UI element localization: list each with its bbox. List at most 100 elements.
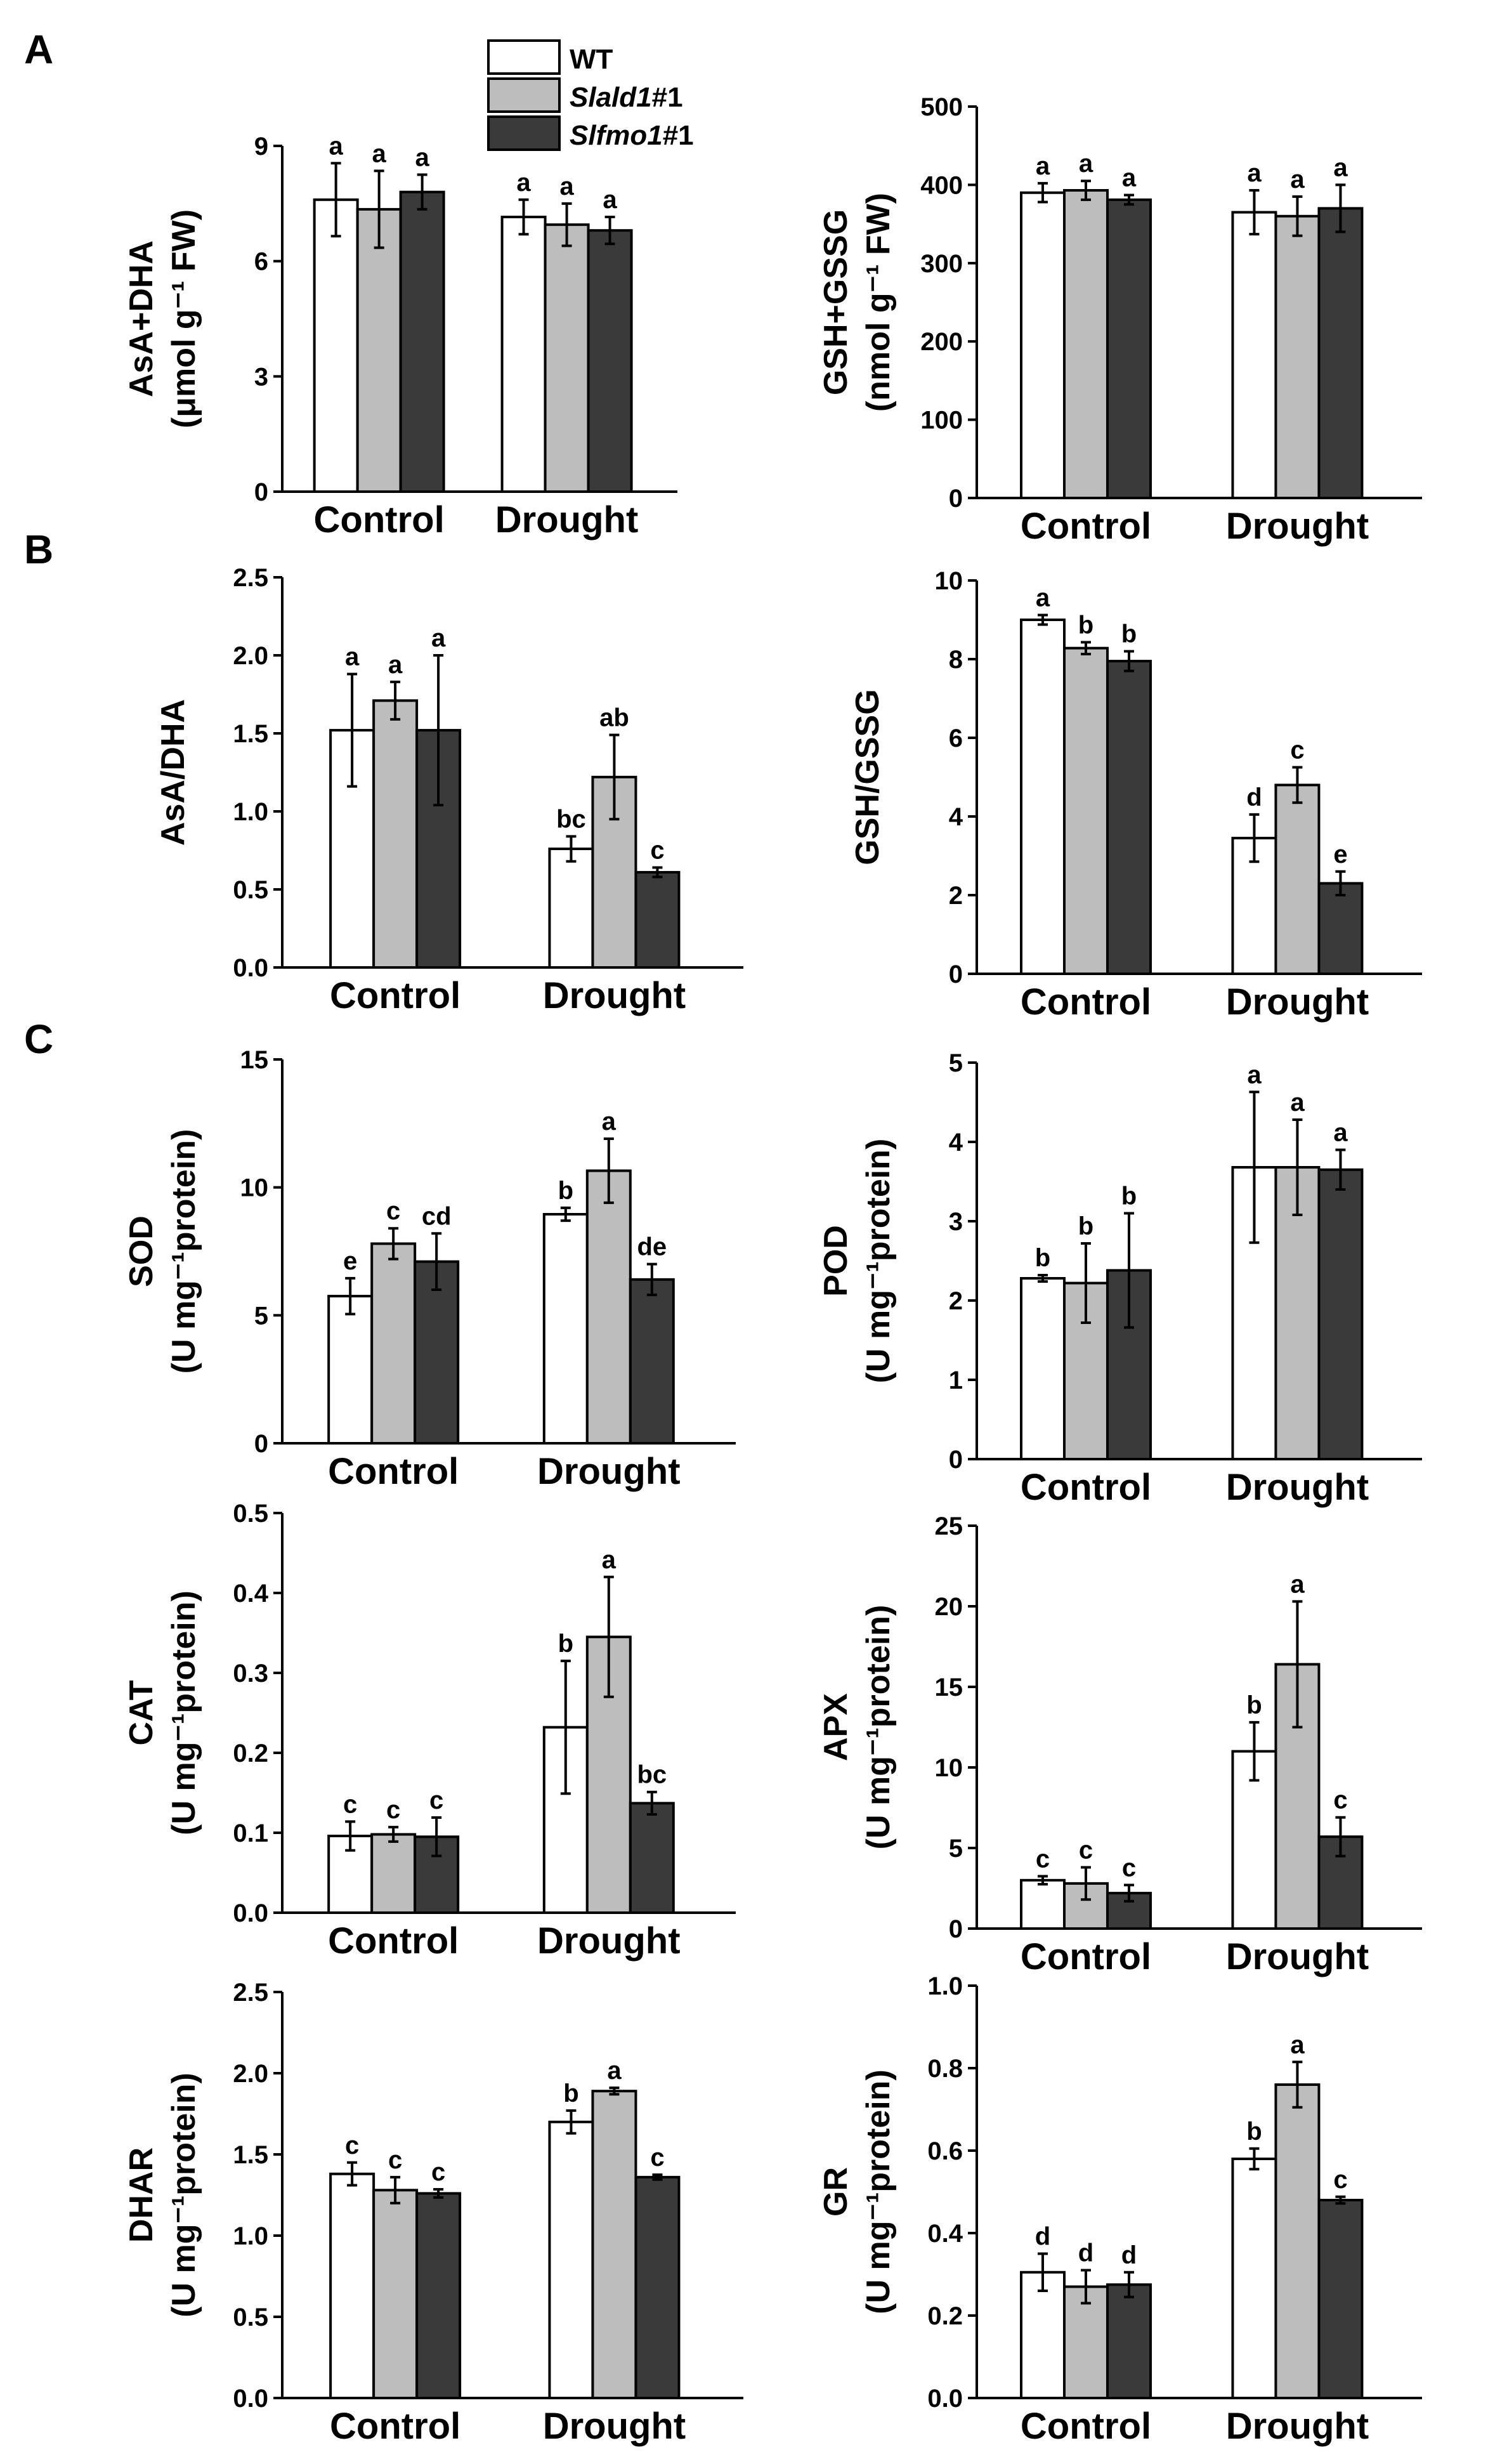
y-axis-unit-gsh_gssg_total: (nmol g⁻¹ FW) [860,193,897,412]
sig-letter-dhar-wt-drought: b [563,2080,578,2107]
x-category-label-gsh_gssg_total-control: Control [1021,506,1151,547]
chart-gsh_gssg_total: a a a Control a a a Drought 0 100 200 300 400 500 GSH+… [818,93,1422,547]
sig-letter-sod-slfmo1-control: cd [422,1202,452,1230]
y-tick-label-dhar-1: 0.5 [233,2303,268,2331]
bar-asa_dha_total-wt-drought [500,216,547,493]
y-tick-label-pod-3: 3 [949,1208,963,1236]
sig-letter-gsh_gssg_ratio-wt-control: a [1036,584,1050,612]
y-tick-label-asa_dha_total-3: 9 [254,133,268,161]
sig-letter-apx-wt-control: c [1036,1845,1050,1873]
chart-sod: e c cd Control b a de Drought 0 5 10 15 SOD (U mg⁻¹pr… [123,1046,736,1492]
error-bar-cat-slfmo1-control [431,1816,442,1858]
sig-letter-cat-slald1-drought: a [602,1546,617,1574]
y-tick-label-apx-3: 15 [935,1674,963,1701]
sig-letter-asa_dha_ratio-slald1-drought: ab [599,704,629,731]
sig-letter-gsh_gssg_ratio-slfmo1-drought: e [1333,841,1347,868]
sig-letter-asa_dha_ratio-slfmo1-control: a [431,624,446,652]
y-tick-label-gsh_gssg_total-3: 300 [920,250,963,278]
sig-letter-cat-slfmo1-drought: bc [637,1761,667,1789]
y-axis-unit-gr: (U mg⁻¹protein) [860,2069,897,2314]
sig-letter-gr-slald1-control: d [1078,2239,1093,2267]
bar-gr-slfmo1-drought [1317,2199,1364,2399]
error-bar-gsh_gssg_ratio-wt-control [1037,613,1048,626]
y-tick-label-asa_dha_ratio-1: 0.5 [233,876,268,904]
y-axis-unit-cat: (U mg⁻¹protein) [166,1590,202,1835]
sig-letter-sod-slald1-drought: a [602,1108,617,1136]
error-bar-asa_dha_ratio-slfmo1-control [433,654,444,807]
sig-letter-pod-slfmo1-control: b [1121,1183,1137,1210]
bar-gsh_gssg_ratio-wt-control [1019,619,1066,975]
sig-letter-apx-slald1-control: c [1079,1836,1093,1864]
y-tick-label-asa_dha_total-1: 3 [254,363,268,391]
bar-gsh_gssg_ratio-slald1-drought [1274,783,1321,976]
sig-letter-gsh_gssg_ratio-wt-drought: d [1246,783,1262,811]
sig-letter-asa_dha_ratio-slald1-control: a [388,651,403,679]
sig-letter-gsh_gssg_ratio-slald1-drought: c [1290,737,1304,764]
error-bar-gr-wt-control [1037,2252,1048,2292]
y-tick-label-asa_dha_total-0: 0 [254,478,268,506]
error-bar-gsh_gssg_total-wt-drought [1249,189,1260,236]
bar-gsh_gssg_total-wt-control [1019,191,1066,499]
y-tick-label-sod-2: 10 [240,1174,269,1202]
bar-gsh_gssg_ratio-slfmo1-drought [1317,882,1364,976]
y-tick-label-cat-1: 0.1 [233,1819,268,1847]
sig-letter-apx-slfmo1-control: c [1122,1854,1136,1882]
y-tick-label-gsh_gssg_ratio-2: 4 [949,803,963,831]
sig-letter-gsh_gssg_total-slald1-drought: a [1290,166,1305,193]
bar-asa_dha_total-slfmo1-drought [587,229,633,493]
error-bar-gsh_gssg_total-slfmo1-control [1123,193,1134,206]
sig-letter-pod-wt-control: b [1035,1244,1050,1272]
x-category-label-asa_dha_total-drought: Drought [495,499,639,541]
error-bar-dhar-slald1-drought [609,2087,620,2096]
error-bar-gsh_gssg_ratio-slald1-drought [1292,766,1303,804]
sig-letter-gr-wt-drought: b [1246,2118,1262,2146]
error-bar-asa_dha_ratio-slald1-drought [609,733,620,821]
bar-gsh_gssg_ratio-slfmo1-control [1106,660,1152,975]
sig-letter-cat-slald1-control: c [386,1796,400,1824]
error-bar-asa_dha_ratio-slald1-control [390,680,401,721]
y-axis-label-dhar: DHAR [123,2147,160,2243]
error-bar-gr-slfmo1-drought [1335,2195,1346,2205]
y-tick-label-dhar-4: 2.0 [233,2060,268,2088]
error-bar-gsh_gssg_ratio-wt-drought [1249,813,1260,863]
y-tick-label-gsh_gssg_ratio-0: 0 [949,960,963,988]
y-tick-label-gr-0: 0.0 [927,2385,963,2413]
panel-label-b: B [24,527,53,572]
error-bar-apx-slfmo1-drought [1335,1816,1346,1858]
y-axis-label-sod: SOD [123,1216,160,1287]
error-bar-apx-slfmo1-control [1123,1884,1134,1903]
x-category-label-gsh_gssg_ratio-control: Control [1021,981,1151,1023]
y-tick-label-asa_dha_total-2: 6 [254,248,268,276]
bar-apx-wt-control [1019,1878,1066,1930]
y-tick-label-pod-5: 5 [949,1049,963,1077]
x-category-label-sod-control: Control [328,1451,459,1492]
sig-letter-asa_dha_total-wt-drought: a [516,169,531,197]
y-tick-label-apx-0: 0 [949,1915,963,1943]
x-category-label-asa_dha_total-control: Control [314,499,445,541]
y-tick-label-cat-2: 0.2 [233,1740,268,1767]
sig-letter-dhar-slfmo1-drought: c [650,2144,664,2172]
chart-asa_dha_ratio: a aaControlbcabcDrought0.00.51.01.52.02.5… [155,564,743,1016]
error-bar-pod-slfmo1-control [1123,1212,1134,1329]
y-tick-label-gsh_gssg_total-1: 100 [920,407,963,435]
sig-letter-gsh_gssg_total-slald1-control: a [1079,150,1093,178]
sig-letter-sod-wt-control: e [343,1247,357,1275]
error-bar-apx-wt-drought [1249,1720,1260,1782]
error-bar-dhar-slfmo1-drought [652,2173,663,2181]
chart-asa_dha_total: a a a Control a a a Drought 0 3 6 9 AsA+DHA (μmol g⁻¹… [123,132,677,541]
y-axis-label-gsh_gssg_ratio: GSH/GSSG [849,689,886,865]
error-bar-pod-slfmo1-drought [1335,1148,1346,1191]
sig-letter-gsh_gssg_ratio-slfmo1-control: b [1121,620,1137,648]
y-tick-label-gsh_gssg_total-4: 400 [920,171,963,199]
error-bar-pod-slald1-control [1080,1242,1091,1324]
chart-dhar: c c c Control b a c Drought 0.0 0.5 1.0 1.5 2.0 2.5 DH… [123,1979,743,2447]
bar-asa_dha_total-slfmo1-control [399,190,445,493]
error-bar-dhar-wt-drought [566,2109,577,2135]
sig-letter-pod-wt-drought: a [1247,1061,1262,1089]
y-tick-label-cat-5: 0.5 [233,1500,268,1528]
x-category-label-sod-drought: Drought [537,1451,681,1492]
error-bar-cat-slfmo1-drought [646,1790,657,1816]
error-bar-cat-slald1-control [388,1826,399,1843]
error-bar-sod-slfmo1-control [431,1232,442,1291]
